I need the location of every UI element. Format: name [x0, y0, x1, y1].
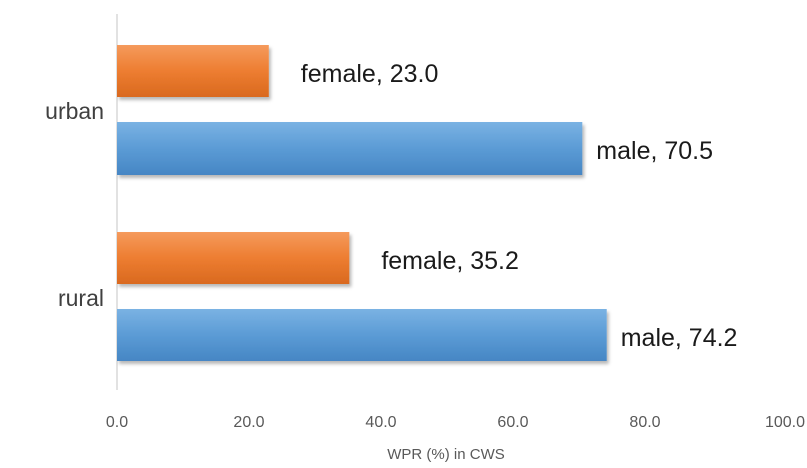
bar-rural-male [117, 309, 607, 361]
data-label-rural-female: female, 35.2 [381, 247, 519, 275]
data-label-urban-female: female, 23.0 [301, 60, 439, 88]
x-tick-label: 40.0 [365, 414, 396, 431]
bar-urban-female [117, 45, 269, 97]
bar-rural-female [117, 232, 350, 284]
x-tick-label: 80.0 [629, 414, 660, 431]
data-label-rural-male: male, 74.2 [621, 324, 738, 352]
category-label-rural: rural [58, 285, 104, 311]
category-label-urban: urban [45, 98, 104, 124]
x-axis-title: WPR (%) in CWS [387, 446, 505, 463]
data-label-urban-male: male, 70.5 [596, 137, 713, 165]
x-tick-label: 100.0 [765, 414, 805, 431]
x-tick-label: 60.0 [497, 414, 528, 431]
x-tick-label: 0.0 [106, 414, 128, 431]
x-tick-label: 20.0 [233, 414, 264, 431]
bar-urban-male [117, 122, 583, 175]
